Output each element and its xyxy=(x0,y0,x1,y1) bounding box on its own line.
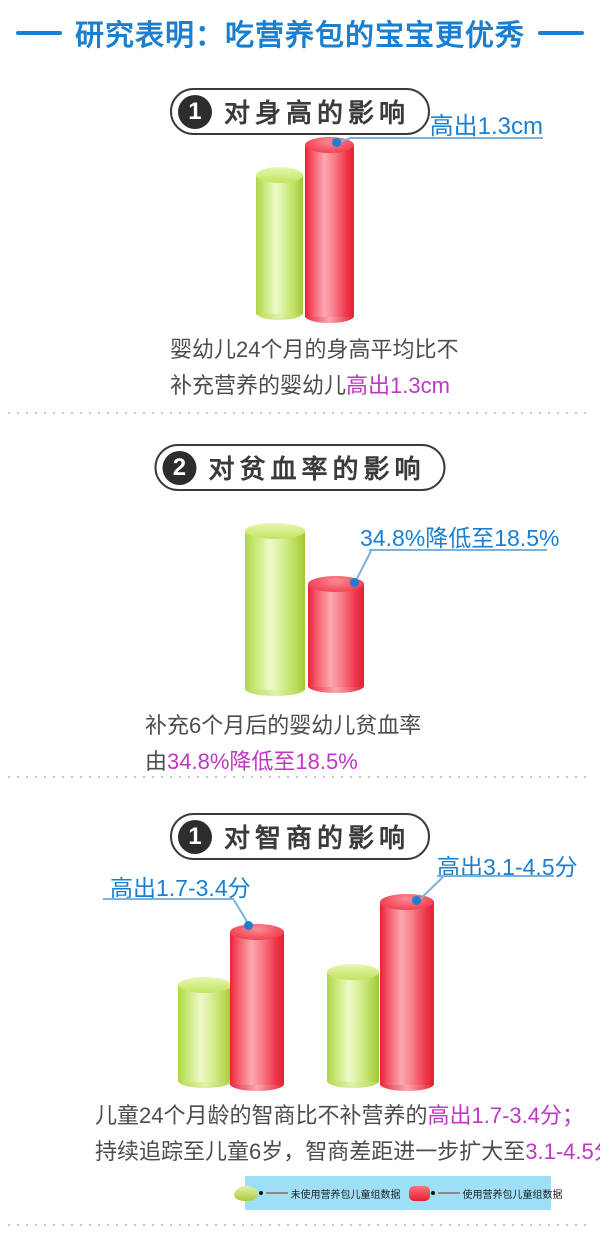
sec3-left-leader-dot xyxy=(244,921,253,930)
section-3-number: 1 xyxy=(177,819,212,854)
sec1-leader-line xyxy=(350,137,543,139)
section-1-number: 1 xyxy=(177,94,212,129)
section-2-heading: 对贫血率的影响 xyxy=(208,454,426,484)
sec1-red-cylinder xyxy=(305,137,354,323)
title-dash-left-icon xyxy=(15,31,62,35)
legend-label-with-pack: 使用营养包儿童组数据 xyxy=(462,1189,563,1201)
sec2-leader-dot xyxy=(350,578,359,587)
sec3-red-cylinder-1 xyxy=(230,924,284,1091)
sec3-highlight-1: 高出1.7-3.4分； xyxy=(427,1103,584,1128)
sec3-annotation-left: 高出1.7-3.4分 xyxy=(110,875,251,901)
sec2-green-cylinder xyxy=(245,523,305,696)
sec1-caption-line2: 补充营养的婴幼儿高出1.3cm xyxy=(170,373,450,398)
page-title: 研究表明：吃营养包的宝宝更优秀 xyxy=(74,20,525,52)
legend-line-icon xyxy=(265,1192,288,1194)
sec1-leader-dot xyxy=(332,138,341,147)
legend-line-icon xyxy=(437,1192,460,1194)
sec3-right-leader-line xyxy=(437,875,554,877)
red-cylinder-icon xyxy=(408,1185,430,1201)
sec2-highlight: 34.8%降低至18.5% xyxy=(167,749,358,774)
sec3-red-cylinder-2 xyxy=(380,894,434,1091)
divider-1 xyxy=(8,412,592,414)
section-3-heading: 对智商的影响 xyxy=(223,823,411,853)
section-3-badge: 1 对智商的影响 xyxy=(169,813,431,860)
sec2-caption-line2: 由34.8%降低至18.5% xyxy=(145,749,358,774)
divider-3 xyxy=(8,1224,592,1226)
sec3-green-cylinder-1 xyxy=(178,977,232,1088)
green-cylinder-icon xyxy=(233,1185,258,1201)
sec2-red-cylinder xyxy=(308,576,364,693)
page-title-row: 研究表明：吃营养包的宝宝更优秀 xyxy=(0,12,600,54)
sec1-highlight: 高出1.3cm xyxy=(346,373,450,398)
legend-dot-icon xyxy=(430,1191,435,1195)
legend: 未使用营养包儿童组数据 使用营养包儿童组数据 xyxy=(233,1176,563,1210)
sec3-caption-line2: 持续追踪至儿童6岁，智商差距进一步扩大至3.1-4.5分 xyxy=(95,1134,600,1170)
section-2-badge: 2 对贫血率的影响 xyxy=(154,444,446,491)
sec3-left-leader-line xyxy=(103,898,234,900)
sec2-leader-line xyxy=(369,549,547,551)
title-dash-right-icon xyxy=(538,31,584,35)
legend-item-no-pack: 未使用营养包儿童组数据 xyxy=(233,1185,401,1201)
legend-item-with-pack: 使用营养包儿童组数据 xyxy=(408,1185,563,1201)
sec3-caption: 儿童24个月龄的智商比不补营养的高出1.7-3.4分； 持续追踪至儿童6岁，智商… xyxy=(95,1098,600,1170)
section-1-badge: 1 对身高的影响 xyxy=(169,88,431,135)
sec3-highlight-2: 3.1-4.5分 xyxy=(525,1139,600,1164)
section-1-heading: 对身高的影响 xyxy=(223,98,411,128)
legend-dot-icon xyxy=(258,1191,263,1195)
sec1-caption-line1: 婴幼儿24个月的身高平均比不 xyxy=(170,337,459,362)
sec2-caption-line1: 补充6个月后的婴幼儿贫血率 xyxy=(145,713,422,738)
sec1-green-cylinder xyxy=(256,167,303,320)
sec2-annotation: 34.8%降低至18.5% xyxy=(360,525,560,551)
section-2-number: 2 xyxy=(162,450,197,485)
sec3-caption-line1: 儿童24个月龄的智商比不补营养的高出1.7-3.4分； xyxy=(95,1103,584,1128)
sec3-green-cylinder-2 xyxy=(327,964,379,1088)
sec3-right-leader-dot xyxy=(412,896,421,905)
sec1-annotation: 高出1.3cm xyxy=(429,113,543,140)
legend-label-no-pack: 未使用营养包儿童组数据 xyxy=(290,1189,401,1201)
divider-2 xyxy=(8,776,592,778)
sec1-caption: 婴幼儿24个月的身高平均比不 补充营养的婴幼儿高出1.3cm xyxy=(170,332,458,404)
sec2-caption: 补充6个月后的婴幼儿贫血率 由34.8%降低至18.5% xyxy=(145,708,421,780)
